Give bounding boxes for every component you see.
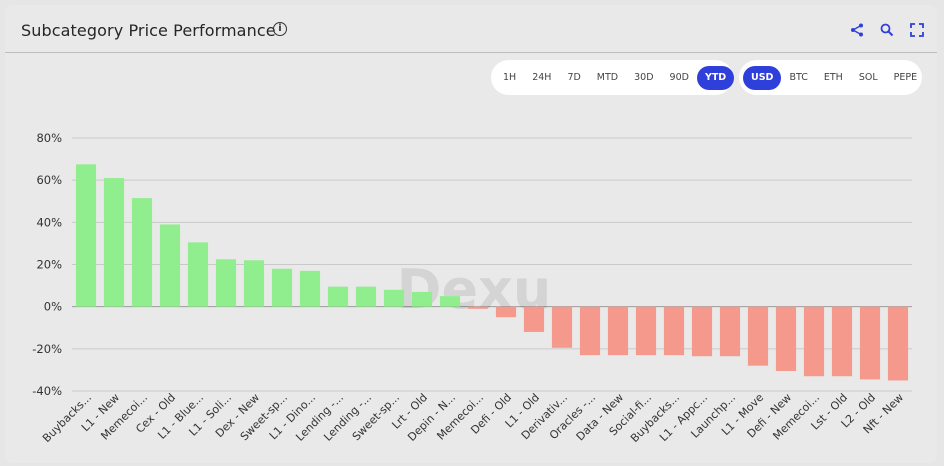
y-tick-label: -40% [32, 384, 62, 398]
period-ytd[interactable]: YTD [696, 65, 735, 90]
bar[interactable] [103, 178, 125, 307]
y-tick-label: -20% [32, 342, 62, 356]
y-tick-label: 80% [36, 131, 62, 145]
currency-usd[interactable]: USD [743, 65, 782, 90]
chart-title: Subcategory Price Performance [21, 21, 276, 40]
bar[interactable] [747, 306, 769, 366]
bar[interactable] [859, 306, 881, 380]
currency-sol[interactable]: SOL [858, 71, 878, 83]
bar[interactable] [607, 306, 629, 356]
bars [75, 164, 909, 381]
period-90d[interactable]: 90D [669, 71, 689, 83]
bar[interactable] [579, 306, 601, 356]
bar[interactable] [439, 296, 461, 307]
bar[interactable] [75, 164, 97, 307]
header-divider [5, 52, 937, 53]
currency-btc[interactable]: BTC [789, 71, 808, 83]
bar[interactable] [523, 306, 545, 332]
period-mtd[interactable]: MTD [596, 71, 619, 83]
y-axis: 80% 60% 40% 20% 0% -20% -40% [32, 131, 62, 398]
bar[interactable] [243, 260, 265, 307]
currency-eth[interactable]: ETH [823, 71, 843, 83]
bar[interactable] [887, 306, 909, 381]
y-tick-label: 20% [36, 258, 62, 272]
bar[interactable] [495, 306, 517, 318]
bar[interactable] [187, 242, 209, 307]
bar[interactable] [299, 270, 321, 307]
bar[interactable] [551, 306, 573, 348]
period-30d[interactable]: 30D [634, 71, 654, 83]
period-selector: 1H 24H 7D MTD 30D 90D YTD [491, 60, 735, 95]
period-1h[interactable]: 1H [503, 71, 517, 83]
search-icon[interactable] [879, 22, 895, 38]
currency-pepe[interactable]: PEPE [893, 71, 918, 83]
bar[interactable] [635, 306, 657, 356]
bar[interactable] [803, 306, 825, 377]
share-icon[interactable] [849, 22, 865, 38]
fullscreen-icon[interactable] [909, 22, 925, 38]
y-tick-label: 0% [44, 300, 62, 314]
period-24h[interactable]: 24H [532, 71, 552, 83]
bar[interactable] [355, 286, 377, 307]
bar[interactable] [691, 306, 713, 357]
bar[interactable] [327, 286, 349, 307]
currency-selector: USD BTC ETH SOL PEPE [739, 60, 922, 95]
bar[interactable] [831, 306, 853, 377]
bar[interactable] [663, 306, 685, 356]
info-icon[interactable]: i [273, 22, 287, 36]
y-tick-label: 40% [36, 215, 62, 229]
bar[interactable] [467, 306, 489, 309]
grid-lines [72, 137, 912, 392]
y-tick-label: 60% [36, 173, 62, 187]
bar[interactable] [383, 289, 405, 307]
period-7d[interactable]: 7D [567, 71, 581, 83]
bar[interactable] [215, 259, 237, 307]
bar[interactable] [775, 306, 797, 371]
bar[interactable] [719, 306, 741, 357]
bar[interactable] [131, 198, 153, 307]
bar[interactable] [159, 224, 181, 307]
bar[interactable] [271, 268, 293, 307]
bar[interactable] [411, 291, 433, 307]
